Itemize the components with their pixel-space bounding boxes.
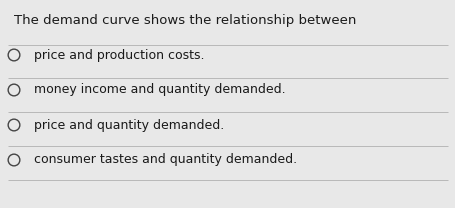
- Text: consumer tastes and quantity demanded.: consumer tastes and quantity demanded.: [34, 154, 297, 166]
- Text: price and production costs.: price and production costs.: [34, 48, 204, 62]
- Text: The demand curve shows the relationship between: The demand curve shows the relationship …: [14, 14, 356, 27]
- Point: [10, 158, 18, 162]
- Text: money income and quantity demanded.: money income and quantity demanded.: [34, 83, 285, 97]
- Point: [10, 53, 18, 57]
- Text: price and quantity demanded.: price and quantity demanded.: [34, 119, 224, 131]
- Point: [10, 88, 18, 92]
- Point: [10, 123, 18, 127]
